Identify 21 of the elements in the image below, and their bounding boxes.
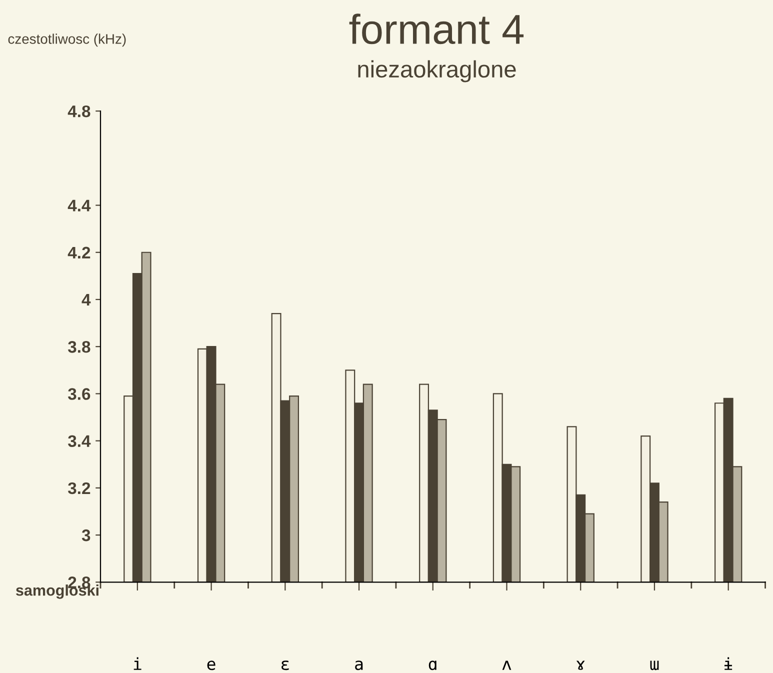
y-tick-label: 3.2	[68, 482, 90, 494]
x-tick-label: ɛ	[282, 660, 289, 670]
chart-subtitle: niezaokraglone	[358, 60, 516, 82]
y-tick-label: 3.4	[68, 435, 91, 448]
y-tick-label: 3.8	[68, 340, 90, 353]
y-tick-label: 3	[82, 529, 90, 542]
x-tick-label: i	[134, 657, 142, 670]
y-axis-title: czestotliwosc (kHz)	[8, 34, 126, 47]
x-tick-label: ɤ	[576, 660, 585, 670]
x-tick-label: ɯ	[650, 660, 659, 670]
chart-title: formant 4	[349, 14, 524, 44]
y-tick-label: 3.6	[68, 388, 90, 400]
x-tick-label: ʌ	[502, 660, 512, 670]
x-tick-label: ɨ	[724, 657, 732, 670]
y-tick-label: 4.4	[68, 200, 91, 212]
x-tick-label: ɑ	[428, 660, 436, 670]
y-tick-label: 4.2	[68, 246, 90, 258]
x-tick-label: a	[355, 660, 363, 670]
x-tick-label: e	[207, 660, 216, 670]
y-tick-label: 4	[82, 294, 91, 306]
y-tick-label: 4.8	[68, 105, 90, 118]
